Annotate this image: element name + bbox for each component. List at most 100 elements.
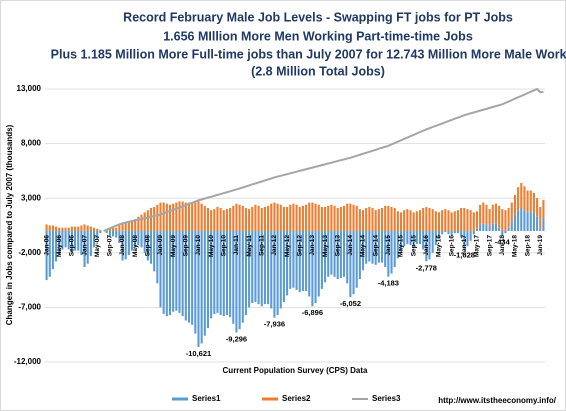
bar bbox=[488, 226, 491, 231]
x-tick-label: Sep-08 bbox=[145, 235, 152, 257]
bar bbox=[377, 209, 380, 231]
x-tick-label: Jan-09 bbox=[157, 235, 164, 256]
bar bbox=[501, 209, 504, 231]
bar bbox=[456, 210, 460, 231]
bar bbox=[460, 208, 463, 231]
bar bbox=[153, 230, 156, 272]
bar bbox=[365, 208, 368, 231]
bar bbox=[222, 230, 225, 317]
bar bbox=[434, 211, 437, 231]
bar bbox=[298, 206, 301, 231]
bar bbox=[460, 230, 463, 238]
bar bbox=[542, 199, 545, 219]
source-url: http://www.itstheeconomy.info/ bbox=[438, 396, 557, 405]
bar bbox=[241, 205, 244, 231]
legend-label: Series1 bbox=[192, 394, 221, 403]
bar bbox=[168, 204, 172, 231]
x-tick-label: May-08 bbox=[132, 235, 139, 257]
bar bbox=[434, 230, 437, 246]
bar bbox=[143, 230, 146, 253]
bar bbox=[124, 230, 127, 260]
bar bbox=[475, 211, 479, 229]
bar bbox=[415, 211, 418, 231]
bar bbox=[396, 230, 399, 259]
bar bbox=[121, 223, 124, 231]
x-tick-label: Jan-17 bbox=[461, 235, 468, 256]
y-tick-label: -12,000 bbox=[14, 357, 42, 366]
bar bbox=[149, 208, 153, 231]
x-tick-label: May-12 bbox=[284, 235, 291, 257]
bar bbox=[70, 226, 73, 231]
bar bbox=[48, 225, 51, 231]
bar bbox=[374, 230, 377, 265]
bars bbox=[45, 182, 545, 347]
bar bbox=[216, 230, 219, 313]
bar bbox=[51, 225, 54, 231]
bar bbox=[510, 221, 513, 231]
x-tick-label: May-15 bbox=[398, 235, 405, 257]
bar bbox=[159, 202, 162, 231]
x-tick-label: Jan-08 bbox=[119, 235, 126, 256]
x-tick-label: May-14 bbox=[360, 235, 367, 257]
bar bbox=[260, 208, 263, 231]
bar bbox=[425, 206, 428, 231]
x-tick-label: May-17 bbox=[474, 235, 481, 257]
bar bbox=[168, 230, 172, 316]
bar bbox=[501, 230, 504, 236]
bar bbox=[286, 206, 289, 231]
bar bbox=[384, 205, 387, 231]
bar bbox=[444, 230, 447, 233]
bar bbox=[418, 210, 422, 231]
bar bbox=[453, 211, 456, 231]
bar bbox=[156, 204, 159, 231]
bar bbox=[520, 182, 523, 209]
y-tick-label: 13,000 bbox=[17, 84, 42, 93]
bar bbox=[276, 230, 279, 316]
bar bbox=[127, 221, 130, 231]
chart-title: Record February Male Job Levels - Swappi… bbox=[123, 10, 513, 24]
y-axis-title: Changes in Jobs compared to July 2007 (t… bbox=[5, 124, 14, 325]
x-tick-label: May-06 bbox=[56, 235, 63, 257]
bar bbox=[409, 230, 412, 246]
bar bbox=[130, 220, 134, 231]
bar bbox=[70, 230, 73, 252]
bar bbox=[396, 211, 399, 231]
bar bbox=[428, 208, 431, 231]
bar bbox=[181, 230, 184, 317]
bar bbox=[159, 230, 162, 308]
bar bbox=[213, 230, 216, 314]
bar bbox=[494, 223, 497, 231]
bar bbox=[463, 230, 466, 249]
bar bbox=[380, 208, 384, 231]
bar bbox=[352, 204, 355, 231]
bar bbox=[99, 230, 102, 234]
bar bbox=[339, 230, 342, 278]
bar bbox=[349, 230, 352, 298]
bar bbox=[219, 230, 222, 316]
bar bbox=[137, 216, 140, 231]
x-tick-label: Jan-13 bbox=[309, 235, 316, 256]
bar bbox=[115, 230, 118, 238]
bar bbox=[343, 205, 346, 231]
bar bbox=[532, 212, 535, 231]
x-tick-label: May-09 bbox=[170, 235, 177, 257]
x-tick-label: Sep-12 bbox=[296, 235, 303, 257]
x-tick-label: May-11 bbox=[246, 235, 253, 257]
bar bbox=[361, 230, 365, 271]
bar bbox=[118, 225, 121, 231]
x-tick-label: Sep-15 bbox=[410, 235, 417, 257]
bar bbox=[301, 205, 304, 231]
bar bbox=[472, 230, 475, 235]
bar bbox=[399, 212, 403, 231]
bar bbox=[267, 230, 270, 305]
bar bbox=[529, 211, 532, 231]
bar bbox=[238, 204, 241, 231]
bar bbox=[494, 203, 497, 224]
x-tick-label: Jan-19 bbox=[537, 235, 544, 256]
y-tick-label: 8,000 bbox=[21, 139, 42, 148]
bar bbox=[374, 210, 377, 231]
legend-label: Series3 bbox=[372, 394, 401, 403]
bar bbox=[504, 230, 507, 234]
bar bbox=[361, 210, 365, 231]
x-tick-label: May-13 bbox=[322, 235, 329, 257]
